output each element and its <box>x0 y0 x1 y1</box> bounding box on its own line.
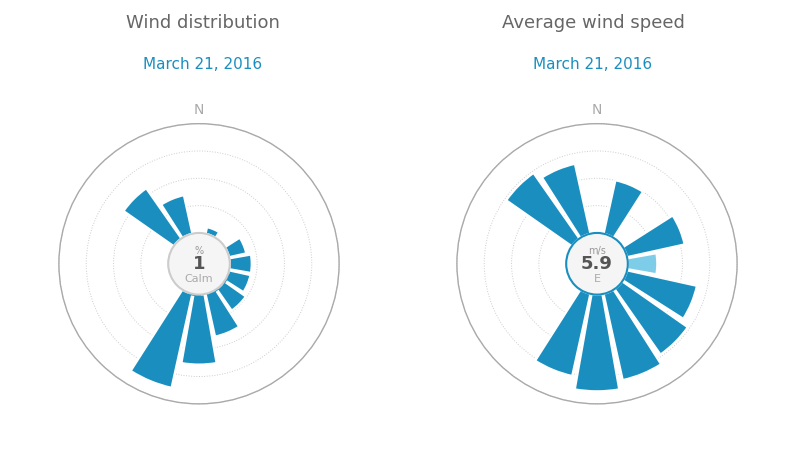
Wedge shape <box>623 270 696 319</box>
Text: %: % <box>194 246 204 256</box>
Wedge shape <box>225 238 246 257</box>
Text: E: E <box>594 274 600 284</box>
Text: Average wind speed: Average wind speed <box>501 14 685 32</box>
Text: March 21, 2016: March 21, 2016 <box>143 57 263 72</box>
Wedge shape <box>603 180 643 238</box>
Wedge shape <box>205 290 239 336</box>
Text: 1: 1 <box>193 255 205 273</box>
Text: Calm: Calm <box>185 274 213 284</box>
Wedge shape <box>542 164 591 238</box>
Text: Wind distribution: Wind distribution <box>126 14 280 32</box>
Circle shape <box>168 233 230 294</box>
Wedge shape <box>131 290 193 388</box>
Wedge shape <box>627 253 657 274</box>
Text: March 21, 2016: March 21, 2016 <box>533 57 653 72</box>
Wedge shape <box>229 255 252 273</box>
Wedge shape <box>123 188 181 246</box>
Wedge shape <box>162 195 193 238</box>
Text: N: N <box>193 103 205 117</box>
Wedge shape <box>623 216 685 257</box>
Circle shape <box>566 233 628 294</box>
Wedge shape <box>225 270 251 292</box>
Text: 5.9: 5.9 <box>581 255 613 273</box>
Wedge shape <box>535 290 591 376</box>
Text: m/s: m/s <box>588 246 606 256</box>
Wedge shape <box>506 173 579 246</box>
Wedge shape <box>181 294 217 365</box>
Wedge shape <box>603 290 661 380</box>
Wedge shape <box>575 294 619 391</box>
Wedge shape <box>217 282 246 310</box>
Wedge shape <box>205 227 219 238</box>
Text: N: N <box>591 103 603 117</box>
Wedge shape <box>615 282 688 354</box>
